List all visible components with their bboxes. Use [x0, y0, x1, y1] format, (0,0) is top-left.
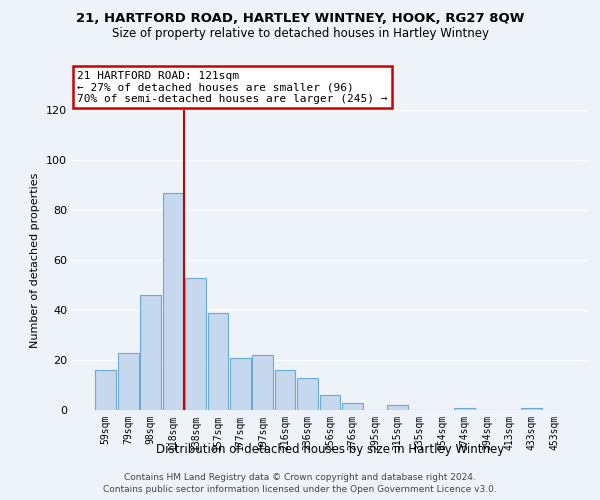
Text: Distribution of detached houses by size in Hartley Wintney: Distribution of detached houses by size … [156, 442, 504, 456]
Bar [342, 402, 363, 410]
Bar [208, 312, 228, 410]
Text: Size of property relative to detached houses in Hartley Wintney: Size of property relative to detached ho… [112, 28, 488, 40]
Text: Contains public sector information licensed under the Open Government Licence v3: Contains public sector information licen… [103, 485, 497, 494]
Bar [297, 378, 318, 410]
Bar [140, 295, 161, 410]
Text: Contains HM Land Registry data © Crown copyright and database right 2024.: Contains HM Land Registry data © Crown c… [124, 472, 476, 482]
Text: 21, HARTFORD ROAD, HARTLEY WINTNEY, HOOK, RG27 8QW: 21, HARTFORD ROAD, HARTLEY WINTNEY, HOOK… [76, 12, 524, 26]
Y-axis label: Number of detached properties: Number of detached properties [31, 172, 40, 348]
Bar [163, 192, 184, 410]
Bar [387, 405, 407, 410]
Bar [95, 370, 116, 410]
Bar [320, 395, 340, 410]
Bar [454, 408, 475, 410]
Bar [230, 358, 251, 410]
Text: 21 HARTFORD ROAD: 121sqm
← 27% of detached houses are smaller (96)
70% of semi-d: 21 HARTFORD ROAD: 121sqm ← 27% of detach… [77, 71, 388, 104]
Bar [253, 355, 273, 410]
Bar [118, 352, 139, 410]
Bar [275, 370, 295, 410]
Bar [521, 408, 542, 410]
Bar [185, 278, 206, 410]
